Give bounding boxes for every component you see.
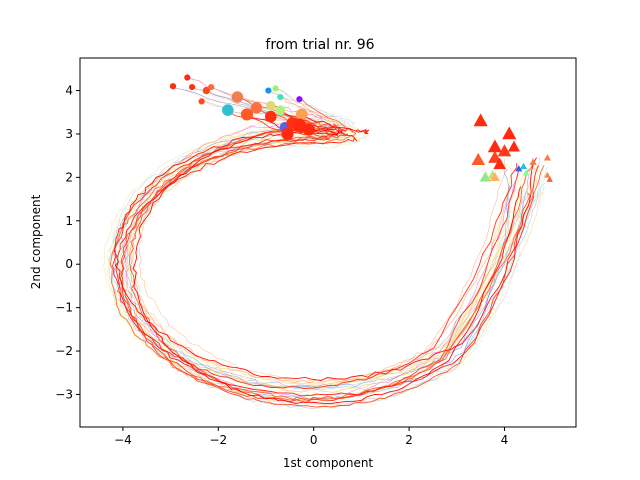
plot-frame (79, 57, 577, 428)
trajectory-line (113, 115, 537, 381)
end-circle-marker (281, 127, 294, 141)
marker-layer (169, 74, 553, 182)
end-circle-marker (295, 108, 308, 121)
end-circle-marker (296, 96, 303, 103)
end-circle-marker (188, 83, 196, 91)
start-triangle-marker (487, 139, 503, 153)
start-triangle-marker (519, 162, 528, 170)
y-axis-label: 2nd component (29, 194, 43, 289)
y-tick-label: 0 (65, 257, 73, 271)
trajectory-line (119, 106, 531, 408)
x-tick-label: −4 (114, 433, 132, 447)
end-circle-marker (240, 108, 254, 121)
y-tick-label: −2 (55, 344, 73, 358)
start-triangle-marker (488, 150, 502, 163)
y-tick-label: 3 (65, 127, 73, 141)
start-triangle-marker (522, 169, 530, 176)
x-axis: −4 −2 0 2 4 (114, 427, 508, 447)
y-tick-label: 4 (65, 84, 73, 98)
start-triangle-marker (479, 171, 492, 182)
trajectory-line (115, 110, 539, 397)
trajectory-line (128, 96, 535, 401)
y-tick-label: 1 (65, 214, 73, 228)
end-circle-marker (292, 118, 307, 133)
x-axis-label: 1st component (283, 456, 374, 470)
trajectory-line (132, 115, 522, 405)
x-tick-label: 2 (405, 433, 413, 447)
y-tick-label: 2 (65, 170, 73, 184)
y-tick-label: −3 (55, 387, 73, 401)
end-circle-marker (184, 74, 191, 81)
trajectory-line (109, 97, 545, 401)
start-triangle-marker (471, 152, 485, 166)
start-triangle-marker (489, 172, 500, 182)
trajectory-lines (103, 75, 549, 411)
trajectory-line (107, 135, 507, 388)
start-triangle-marker (515, 164, 523, 172)
end-circle-marker (208, 83, 215, 91)
y-axis: −3 −2 −1 0 1 2 3 4 (55, 84, 80, 401)
y-tick-label: −1 (55, 301, 73, 315)
end-circle-marker (264, 110, 277, 123)
start-triangle-marker (502, 126, 517, 140)
trajectory-line (120, 111, 520, 404)
end-circle-marker (231, 91, 244, 103)
end-circle-marker (250, 102, 263, 114)
end-circle-marker (198, 98, 205, 105)
end-circle-marker (302, 123, 316, 136)
start-triangle-marker (493, 157, 507, 170)
x-tick-label: 4 (501, 433, 509, 447)
start-triangle-marker (546, 176, 553, 182)
end-circle-marker (275, 105, 286, 115)
start-triangle-marker (473, 113, 488, 127)
end-circle-marker (277, 93, 284, 101)
end-circle-marker (222, 104, 234, 116)
end-circle-marker (265, 87, 272, 94)
x-tick-label: 0 (310, 433, 318, 447)
end-circle-marker (169, 83, 177, 90)
end-circle-marker (202, 86, 211, 95)
end-circle-marker (272, 85, 279, 92)
start-triangle-marker (529, 158, 537, 165)
trajectory-line (131, 85, 538, 393)
end-circle-marker (265, 100, 276, 111)
trajectory-line (128, 96, 511, 384)
x-tick-label: −2 (209, 433, 227, 447)
start-triangle-marker (497, 144, 512, 157)
start-triangle-marker (543, 154, 551, 161)
start-triangle-marker (544, 171, 551, 178)
start-triangle-marker (507, 140, 521, 152)
chart-title: from trial nr. 96 (265, 37, 374, 53)
